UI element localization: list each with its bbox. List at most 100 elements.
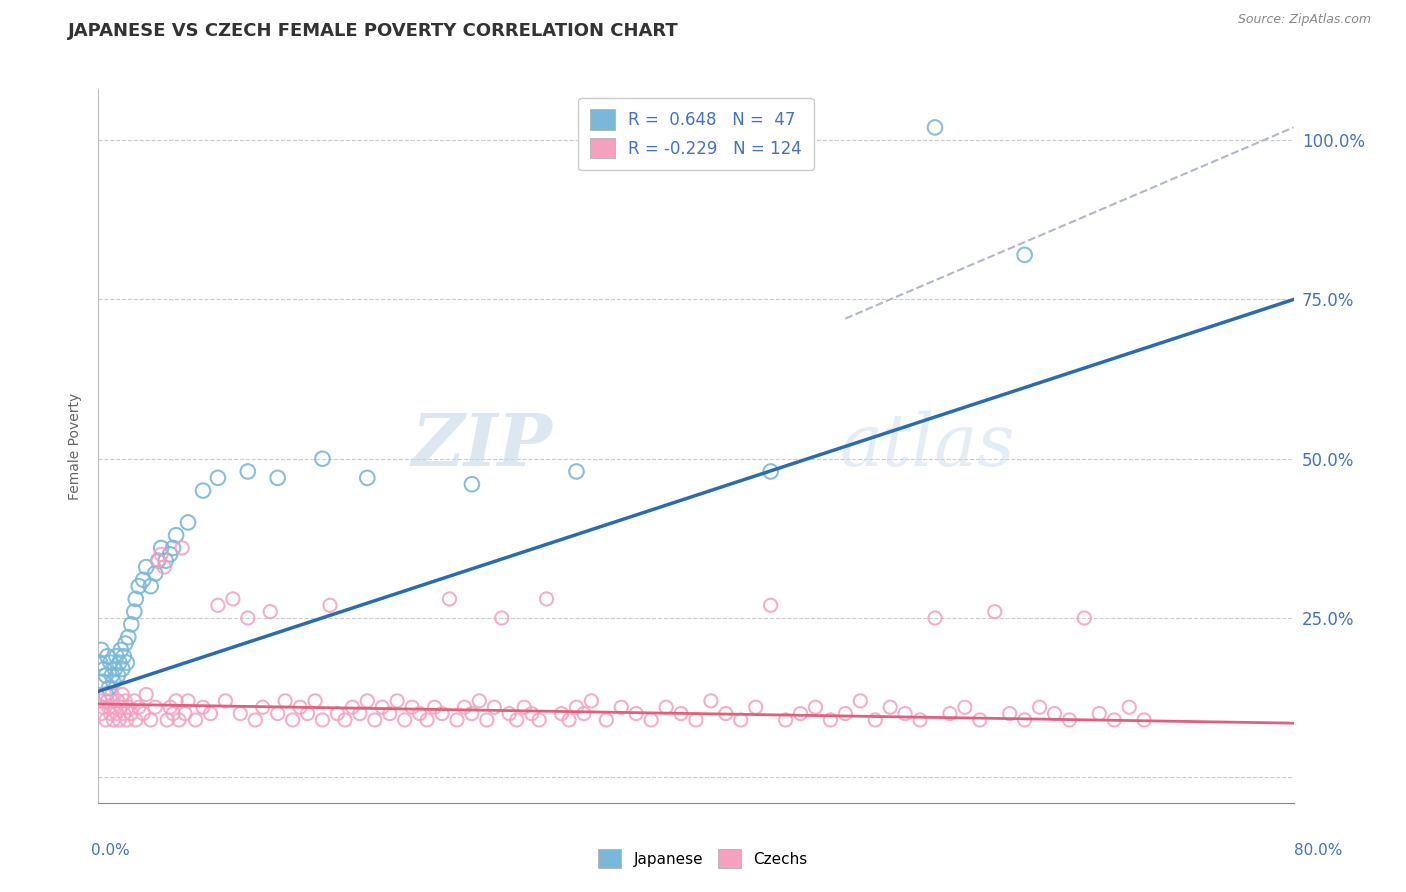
Point	[371, 700, 394, 714]
Point	[91, 674, 114, 689]
Point	[117, 700, 139, 714]
Point	[156, 713, 179, 727]
Point	[90, 706, 112, 721]
Point	[453, 700, 475, 714]
Point	[356, 694, 378, 708]
Point	[998, 706, 1021, 721]
Point	[110, 700, 132, 714]
Point	[207, 599, 229, 613]
Point	[103, 674, 125, 689]
Point	[114, 694, 136, 708]
Point	[172, 541, 194, 555]
Point	[319, 599, 342, 613]
Point	[112, 706, 135, 721]
Point	[1043, 706, 1066, 721]
Point	[565, 465, 588, 479]
Point	[94, 713, 117, 727]
Point	[439, 591, 461, 606]
Point	[125, 713, 148, 727]
Point	[94, 688, 117, 702]
Point	[111, 688, 134, 702]
Point	[159, 547, 181, 561]
Point	[105, 649, 128, 664]
Point	[595, 713, 617, 727]
Point	[640, 713, 662, 727]
Point	[107, 668, 129, 682]
Point	[150, 547, 173, 561]
Point	[953, 700, 976, 714]
Point	[139, 713, 162, 727]
Point	[162, 541, 184, 555]
Point	[356, 471, 378, 485]
Point	[1028, 700, 1050, 714]
Point	[730, 713, 752, 727]
Point	[97, 681, 120, 695]
Point	[461, 477, 484, 491]
Point	[124, 605, 146, 619]
Point	[96, 649, 118, 664]
Point	[804, 700, 827, 714]
Point	[148, 554, 170, 568]
Point	[252, 700, 274, 714]
Point	[333, 713, 356, 727]
Point	[98, 706, 122, 721]
Point	[364, 713, 387, 727]
Point	[124, 694, 146, 708]
Point	[281, 713, 304, 727]
Point	[849, 694, 872, 708]
Point	[207, 471, 229, 485]
Point	[759, 599, 782, 613]
Text: Source: ZipAtlas.com: Source: ZipAtlas.com	[1237, 13, 1371, 27]
Point	[820, 713, 842, 727]
Point	[1118, 700, 1140, 714]
Point	[236, 611, 259, 625]
Point	[105, 706, 128, 721]
Point	[669, 706, 692, 721]
Point	[1014, 248, 1036, 262]
Point	[1059, 713, 1081, 727]
Point	[865, 713, 887, 727]
Point	[484, 700, 506, 714]
Point	[527, 713, 550, 727]
Point	[91, 700, 114, 714]
Point	[655, 700, 678, 714]
Point	[162, 706, 184, 721]
Point	[112, 649, 135, 664]
Point	[143, 700, 166, 714]
Point	[423, 700, 446, 714]
Point	[101, 688, 124, 702]
Point	[229, 706, 252, 721]
Point	[498, 706, 520, 721]
Point	[288, 700, 311, 714]
Point	[475, 713, 498, 727]
Point	[110, 643, 132, 657]
Point	[304, 694, 326, 708]
Point	[349, 706, 371, 721]
Point	[93, 662, 115, 676]
Point	[491, 611, 513, 625]
Point	[394, 713, 416, 727]
Point	[581, 694, 603, 708]
Point	[565, 700, 588, 714]
Point	[90, 643, 112, 657]
Point	[104, 662, 127, 676]
Point	[626, 706, 648, 721]
Point	[969, 713, 991, 727]
Point	[103, 713, 125, 727]
Point	[745, 700, 768, 714]
Point	[135, 560, 157, 574]
Point	[167, 713, 190, 727]
Point	[259, 605, 281, 619]
Point	[685, 713, 707, 727]
Point	[311, 713, 333, 727]
Point	[401, 700, 423, 714]
Point	[550, 706, 572, 721]
Point	[177, 516, 200, 530]
Point	[834, 706, 856, 721]
Point	[385, 694, 409, 708]
Point	[191, 483, 214, 498]
Point	[536, 591, 558, 606]
Text: 0.0%: 0.0%	[91, 843, 131, 858]
Point	[610, 700, 633, 714]
Point	[132, 706, 155, 721]
